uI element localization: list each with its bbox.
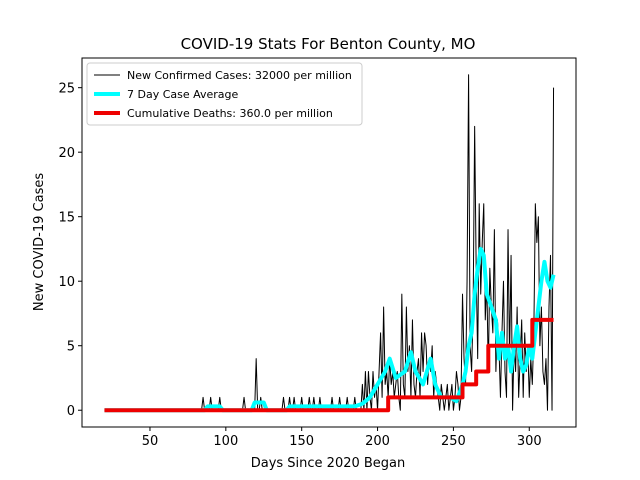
y-tick-label: 10 — [58, 275, 75, 290]
y-tick-label: 0 — [67, 404, 75, 419]
y-tick-label: 5 — [67, 340, 75, 355]
y-tick-label: 15 — [58, 211, 75, 226]
y-tick-label: 20 — [58, 146, 75, 161]
x-tick-label: 250 — [441, 434, 466, 449]
x-tick-label: 200 — [365, 434, 390, 449]
x-tick-label: 150 — [289, 434, 314, 449]
legend-label: 7 Day Case Average — [127, 88, 239, 101]
x-tick-label: 300 — [517, 434, 542, 449]
x-axis-label: Days Since 2020 Began — [251, 456, 406, 471]
y-axis-label: New COVID-19 Cases — [32, 173, 47, 311]
y-tick-label: 25 — [58, 82, 75, 97]
legend-box — [86, 62, 363, 126]
x-tick-label: 50 — [142, 434, 159, 449]
legend-label: Cumulative Deaths: 360.0 per million — [127, 107, 333, 120]
legend-label: New Confirmed Cases: 32000 per million — [127, 69, 352, 82]
series-line — [104, 317, 554, 413]
x-tick-label: 100 — [213, 434, 238, 449]
plot-frame — [81, 57, 577, 428]
chart-title: COVID-19 Stats For Benton County, MO — [181, 35, 476, 53]
